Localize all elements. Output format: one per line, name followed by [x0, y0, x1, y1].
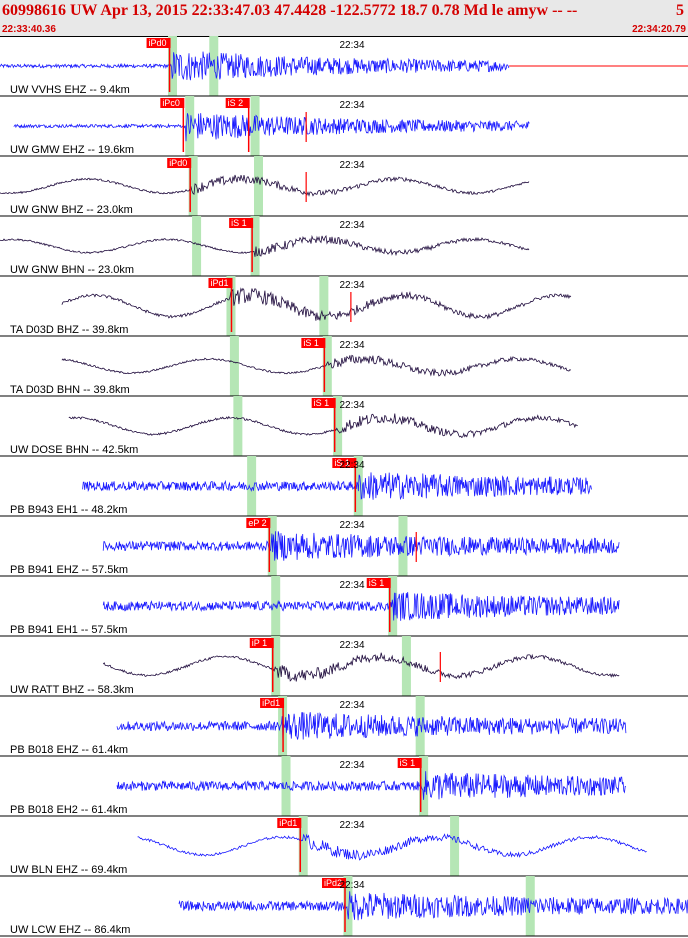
pick-window — [230, 336, 239, 396]
trace-row: iP 1 22:34 UW RATT BHZ -- 58.3km — [0, 636, 688, 696]
pick-label: iS 2 — [228, 98, 244, 108]
event-header: 60998616 UW Apr 13, 2015 22:33:47.03 47.… — [0, 0, 688, 37]
waveform — [14, 113, 530, 141]
trace-row: iS 1 22:34 PB B018 EH2 -- 61.4km — [0, 756, 688, 816]
trace-row: iPd1 22:34 UW BLN EHZ -- 69.4km — [0, 816, 688, 876]
waveform — [179, 891, 688, 920]
event-summary: 60998616 UW Apr 13, 2015 22:33:47.03 47.… — [2, 2, 577, 19]
pick-window — [398, 516, 407, 576]
station-label: UW GNW BHZ -- 23.0km — [10, 204, 133, 216]
waveform — [83, 472, 592, 499]
waveform — [117, 771, 626, 800]
waveform — [0, 236, 529, 257]
pick-label: iS 1 — [231, 218, 247, 228]
waveform — [62, 289, 571, 321]
trace-row: iPd0 22:34 UW VVHS EHZ -- 9.4km — [0, 36, 688, 96]
waveform — [103, 531, 619, 561]
station-label: PB B941 EH1 -- 57.5km — [10, 624, 127, 636]
pick-label: iPd1 — [262, 698, 280, 708]
pick-label: eP 2 — [248, 518, 266, 528]
minute-label: 22:34 — [339, 880, 364, 891]
pick-label: iPd1 — [210, 278, 228, 288]
minute-label: 22:34 — [339, 820, 364, 831]
trace-row: iS 122:34 PB B943 EH1 -- 48.2km — [0, 456, 688, 516]
station-label: UW LCW EHZ -- 86.4km — [10, 924, 130, 936]
trace-row: iS 1 22:34 UW GNW BHN -- 23.0km — [0, 216, 688, 276]
minute-label: 22:34 — [339, 700, 364, 711]
station-label: TA D03D BHZ -- 39.8km — [10, 324, 128, 336]
pick-window — [402, 636, 411, 696]
waveform — [138, 834, 647, 860]
station-label: UW GNW BHN -- 23.0km — [10, 264, 134, 276]
pick-label: iPd0 — [169, 158, 187, 168]
event-title-tail: 5 — [676, 2, 684, 20]
pick-label: iPd0 — [149, 38, 167, 48]
trace-row: iPc0 iS 2 22:34 UW GMW EHZ -- 19.6km — [0, 96, 688, 156]
trace-row: eP 2 22:34 PB B941 EHZ -- 57.5km — [0, 516, 688, 576]
pick-label: iPc0 — [162, 98, 180, 108]
waveform — [103, 653, 619, 682]
minute-label: 22:34 — [339, 400, 364, 411]
minute-label: 22:34 — [339, 520, 364, 531]
station-label: TA D03D BHN -- 39.8km — [10, 384, 130, 396]
minute-label: 22:34 — [339, 340, 364, 351]
event-title: 60998616 UW Apr 13, 2015 22:33:47.03 47.… — [2, 2, 686, 24]
station-label: PB B941 EHZ -- 57.5km — [10, 564, 128, 576]
waveform — [69, 414, 578, 438]
waveform — [62, 355, 571, 376]
minute-label: 22:34 — [339, 580, 364, 591]
pick-window — [247, 456, 256, 516]
trace-panel[interactable]: iPd0 22:34 UW VVHS EHZ -- 9.4km iPc0 iS 2 22:… — [0, 36, 688, 938]
pick-label: iS 1 — [400, 758, 416, 768]
minute-label: 22:34 — [339, 760, 364, 771]
pick-window — [416, 696, 425, 756]
minute-label: 22:34 — [339, 160, 364, 171]
trace-row: iS 1 22:34 UW DOSE BHN -- 42.5km — [0, 396, 688, 456]
station-label: PB B018 EH2 -- 61.4km — [10, 804, 127, 816]
waveform — [0, 175, 529, 196]
waveform — [103, 592, 619, 621]
trace-row: iPd0 22:34 UW GNW BHZ -- 23.0km — [0, 156, 688, 216]
waveform — [117, 712, 626, 741]
minute-label: 22:34 — [339, 460, 364, 471]
pick-label: iS 1 — [314, 398, 330, 408]
trace-row: iS 1 22:34 PB B941 EH1 -- 57.5km — [0, 576, 688, 636]
pick-window — [192, 216, 201, 276]
waveform — [0, 52, 509, 81]
pick-window — [450, 816, 459, 876]
minute-label: 22:34 — [339, 100, 364, 111]
pick-label: iS 1 — [369, 578, 385, 588]
station-label: PB B018 EHZ -- 61.4km — [10, 744, 128, 756]
pick-label: iS 1 — [303, 338, 319, 348]
pick-window — [233, 396, 242, 456]
pick-window — [319, 276, 328, 336]
minute-label: 22:34 — [339, 220, 364, 231]
pick-window — [254, 156, 263, 216]
trace-row: iPd1 22:34 PB B018 EHZ -- 61.4km — [0, 696, 688, 756]
end-time: 22:34:20.79 — [632, 24, 686, 35]
minute-label: 22:34 — [339, 640, 364, 651]
station-label: UW GMW EHZ -- 19.6km — [10, 144, 134, 156]
trace-row: iPd1 22:34 TA D03D BHZ -- 39.8km — [0, 276, 688, 336]
station-label: UW RATT BHZ -- 58.3km — [10, 684, 134, 696]
pick-label: iPd1 — [279, 818, 297, 828]
pick-label: iP 1 — [252, 638, 267, 648]
station-label: PB B943 EH1 -- 48.2km — [10, 504, 127, 516]
minute-label: 22:34 — [339, 280, 364, 291]
minute-label: 22:34 — [339, 40, 364, 51]
station-label: UW VVHS EHZ -- 9.4km — [10, 84, 130, 96]
start-time: 22:33:40.36 — [2, 24, 56, 35]
station-label: UW DOSE BHN -- 42.5km — [10, 444, 138, 456]
station-label: UW BLN EHZ -- 69.4km — [10, 864, 127, 876]
trace-row: iS 1 22:34 TA D03D BHN -- 39.8km — [0, 336, 688, 396]
